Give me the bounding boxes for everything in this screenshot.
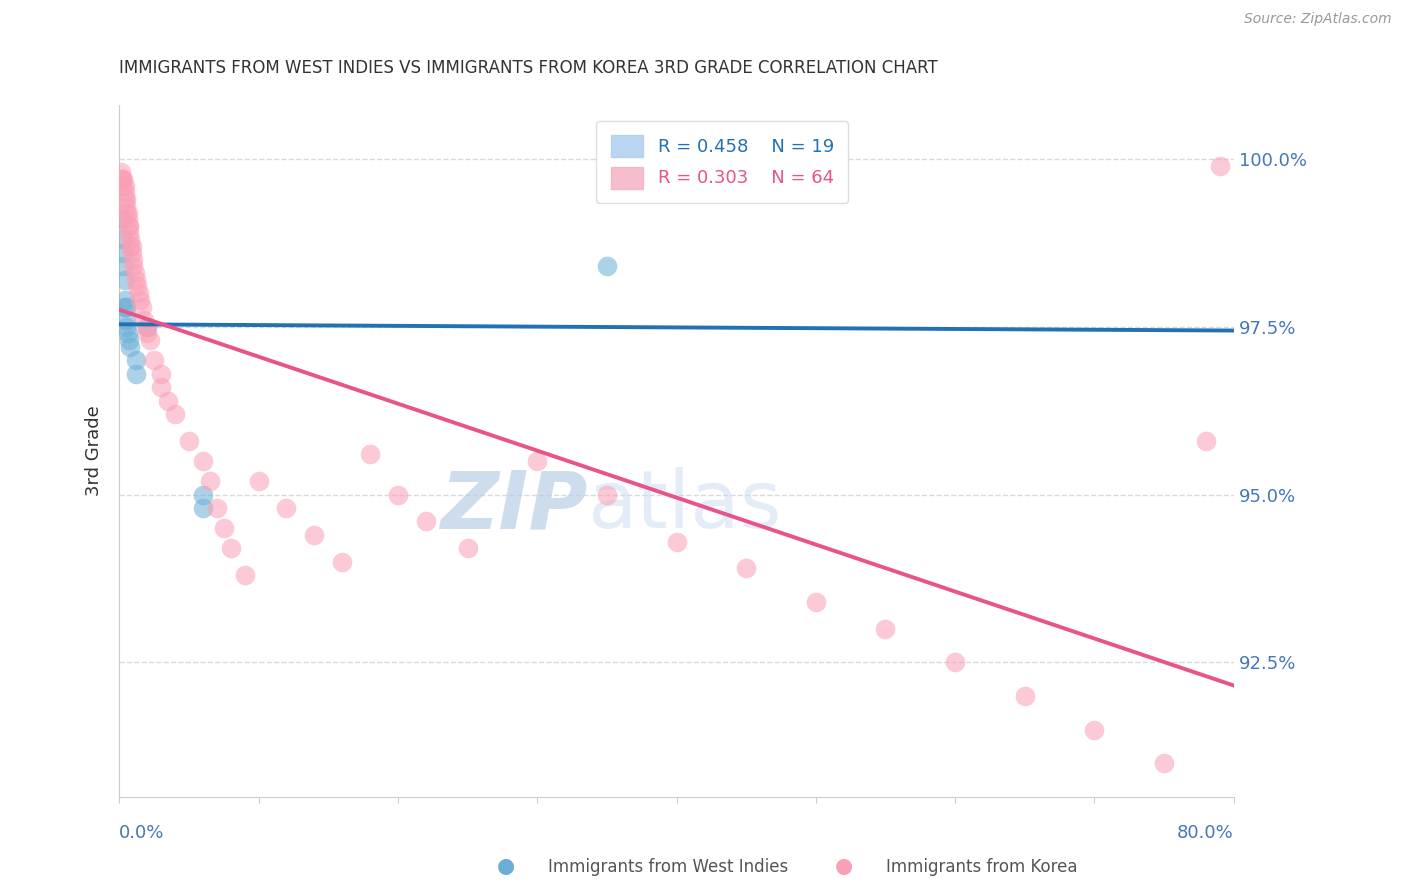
- Point: [276, 500, 298, 515]
- Text: atlas: atlas: [588, 467, 782, 545]
- Point: [304, 528, 326, 542]
- Point: [120, 232, 142, 246]
- Point: [125, 273, 148, 287]
- Point: [115, 300, 138, 314]
- Point: [112, 245, 135, 260]
- Point: [114, 300, 136, 314]
- Point: [191, 487, 214, 501]
- Point: [1195, 434, 1218, 448]
- Point: [131, 300, 153, 314]
- Point: [359, 447, 381, 461]
- Point: [415, 514, 437, 528]
- Point: [219, 541, 242, 556]
- Point: [122, 259, 145, 273]
- Point: [205, 500, 228, 515]
- Point: [120, 340, 142, 354]
- Point: [136, 319, 159, 334]
- Point: [233, 568, 256, 582]
- Point: [110, 165, 132, 179]
- Point: [125, 353, 148, 368]
- Point: [804, 595, 827, 609]
- Point: [150, 367, 173, 381]
- Point: [665, 534, 688, 549]
- Point: [1083, 723, 1105, 737]
- Point: [247, 474, 270, 488]
- Point: [111, 172, 134, 186]
- Point: [112, 259, 135, 273]
- Point: [163, 407, 186, 421]
- Point: [118, 333, 141, 347]
- Point: [112, 172, 135, 186]
- Text: ZIP: ZIP: [440, 467, 588, 545]
- Point: [1153, 756, 1175, 770]
- Point: [330, 555, 353, 569]
- Text: ●: ●: [835, 856, 852, 876]
- Point: [118, 219, 141, 233]
- Point: [117, 326, 139, 341]
- Point: [134, 313, 156, 327]
- Point: [118, 226, 141, 240]
- Point: [157, 393, 180, 408]
- Point: [118, 219, 141, 233]
- Point: [122, 252, 145, 267]
- Point: [115, 192, 138, 206]
- Point: [124, 266, 146, 280]
- Point: [875, 622, 897, 636]
- Point: [115, 319, 138, 334]
- Point: [136, 319, 159, 334]
- Point: [127, 279, 149, 293]
- Text: 80.0%: 80.0%: [1177, 823, 1234, 841]
- Legend: R = 0.458    N = 19, R = 0.303    N = 64: R = 0.458 N = 19, R = 0.303 N = 64: [596, 121, 848, 203]
- Point: [128, 286, 150, 301]
- Point: [112, 178, 135, 193]
- Point: [191, 500, 214, 515]
- Point: [735, 561, 758, 575]
- Point: [136, 326, 159, 341]
- Point: [114, 273, 136, 287]
- Point: [114, 186, 136, 200]
- Point: [111, 172, 134, 186]
- Point: [1014, 689, 1036, 703]
- Point: [114, 178, 136, 193]
- Point: [117, 212, 139, 227]
- Point: [526, 454, 548, 468]
- Point: [115, 199, 138, 213]
- Text: ●: ●: [498, 856, 515, 876]
- Point: [457, 541, 479, 556]
- Text: Source: ZipAtlas.com: Source: ZipAtlas.com: [1244, 12, 1392, 26]
- Point: [112, 232, 135, 246]
- Point: [117, 205, 139, 219]
- Point: [120, 239, 142, 253]
- Point: [121, 239, 143, 253]
- Point: [177, 434, 200, 448]
- Point: [115, 205, 138, 219]
- Y-axis label: 3rd Grade: 3rd Grade: [86, 406, 103, 496]
- Point: [114, 192, 136, 206]
- Point: [596, 487, 619, 501]
- Point: [143, 353, 166, 368]
- Point: [114, 293, 136, 307]
- Point: [150, 380, 173, 394]
- Point: [125, 367, 148, 381]
- Point: [212, 521, 235, 535]
- Point: [115, 313, 138, 327]
- Point: [191, 454, 214, 468]
- Text: 0.0%: 0.0%: [120, 823, 165, 841]
- Point: [943, 656, 966, 670]
- Point: [139, 333, 162, 347]
- Point: [129, 293, 152, 307]
- Point: [111, 212, 134, 227]
- Point: [1209, 159, 1232, 173]
- Point: [596, 259, 619, 273]
- Point: [198, 474, 221, 488]
- Point: [387, 487, 409, 501]
- Text: Immigrants from West Indies: Immigrants from West Indies: [548, 858, 789, 876]
- Text: Immigrants from Korea: Immigrants from Korea: [886, 858, 1077, 876]
- Text: IMMIGRANTS FROM WEST INDIES VS IMMIGRANTS FROM KOREA 3RD GRADE CORRELATION CHART: IMMIGRANTS FROM WEST INDIES VS IMMIGRANT…: [120, 60, 938, 78]
- Point: [121, 245, 143, 260]
